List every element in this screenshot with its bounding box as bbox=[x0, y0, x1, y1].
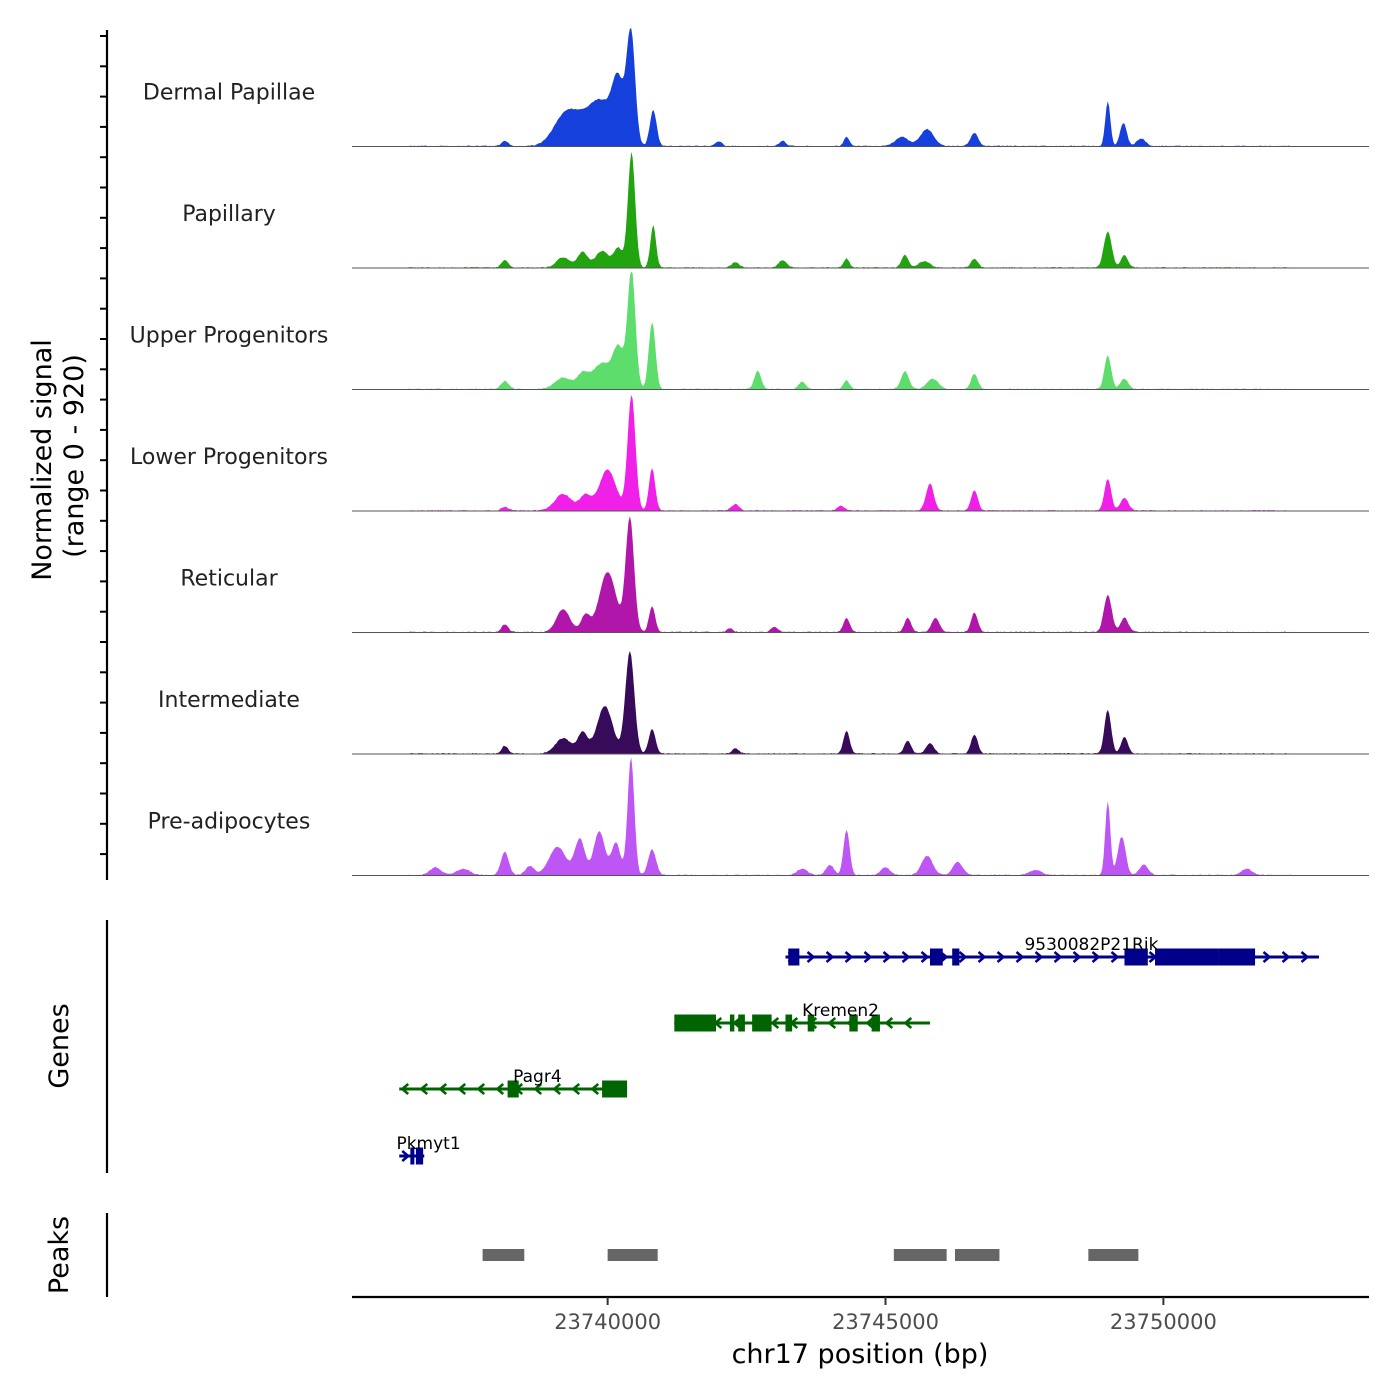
strand-arrow bbox=[977, 951, 987, 963]
strand-arrow bbox=[1262, 951, 1272, 963]
gene-label: Pagr4 bbox=[513, 1067, 562, 1087]
gene-exon bbox=[674, 1014, 717, 1032]
strand-arrow bbox=[571, 1083, 581, 1095]
track-label: Pre-adipocytes bbox=[148, 810, 311, 835]
gene-exon bbox=[1218, 948, 1256, 966]
strand-arrow bbox=[495, 1083, 505, 1095]
strand-arrow bbox=[1072, 951, 1082, 963]
gene-annotations: 9530082P21Rik Kremen2 Pagr4 Pkmyt1 bbox=[396, 935, 1319, 1165]
gene-label: 9530082P21Rik bbox=[1024, 935, 1158, 955]
strand-arrow bbox=[400, 1083, 410, 1095]
x-axis-title: chr17 position (bp) bbox=[732, 1339, 989, 1370]
strand-arrow bbox=[865, 1017, 875, 1029]
peak-region bbox=[607, 1249, 658, 1261]
track-label: Upper Progenitors bbox=[130, 324, 329, 349]
gene-exon bbox=[602, 1080, 628, 1098]
gene-exon bbox=[729, 1014, 735, 1032]
strand-arrow bbox=[1300, 951, 1310, 963]
coverage-area bbox=[407, 650, 1292, 754]
strand-arrow bbox=[419, 1083, 429, 1095]
strand-arrow bbox=[827, 1017, 837, 1029]
coverage-area bbox=[407, 151, 1292, 268]
strand-arrow bbox=[844, 951, 854, 963]
strand-arrow bbox=[770, 1017, 780, 1029]
track-label: Lower Progenitors bbox=[130, 445, 328, 470]
peak-region bbox=[1088, 1249, 1139, 1261]
strand-arrow bbox=[996, 951, 1006, 963]
track-areas bbox=[352, 28, 1369, 876]
gene-exon bbox=[849, 1014, 858, 1032]
gene-exon bbox=[738, 1014, 745, 1032]
strand-arrow bbox=[401, 1150, 411, 1162]
x-tick-label: 23740000 bbox=[554, 1310, 661, 1334]
gene-exon bbox=[752, 1014, 772, 1032]
gene-exon bbox=[410, 1147, 415, 1165]
gene-exon bbox=[807, 1014, 815, 1032]
x-axis-ticks: 23740000 23745000 23750000 bbox=[554, 1297, 1217, 1334]
strand-arrow bbox=[901, 951, 911, 963]
strand-arrow bbox=[438, 1083, 448, 1095]
coverage-area bbox=[407, 516, 1292, 633]
y-axis-range: (range 0 - 920) bbox=[59, 354, 90, 558]
peak-region bbox=[954, 1249, 1000, 1261]
track-label: Papillary bbox=[182, 202, 276, 227]
gene-exon bbox=[507, 1080, 519, 1098]
strand-arrow bbox=[825, 951, 835, 963]
track-label: Reticular bbox=[180, 567, 278, 592]
strand-arrow bbox=[1110, 951, 1120, 963]
gene-exon bbox=[785, 1014, 793, 1032]
coverage-area bbox=[407, 28, 1292, 147]
coverage-area bbox=[407, 757, 1292, 876]
gene-exon bbox=[788, 948, 800, 966]
x-tick-label: 23750000 bbox=[1110, 1310, 1217, 1334]
track-labels: Dermal Papillae Papillary Upper Progenitor… bbox=[130, 81, 329, 835]
track-label: Dermal Papillae bbox=[143, 81, 315, 106]
gene-exon bbox=[929, 948, 943, 966]
strand-arrow bbox=[806, 951, 816, 963]
coverage-y-ticks bbox=[100, 35, 107, 856]
strand-arrow bbox=[1091, 951, 1101, 963]
strand-arrow bbox=[1015, 951, 1025, 963]
strand-arrow bbox=[903, 1017, 913, 1029]
track-label: Intermediate bbox=[158, 688, 300, 713]
strand-arrow bbox=[1053, 951, 1063, 963]
genes-panel-title: Genes bbox=[44, 1003, 75, 1088]
x-tick-label: 23745000 bbox=[832, 1310, 939, 1334]
strand-arrow bbox=[457, 1083, 467, 1095]
strand-arrow bbox=[920, 951, 930, 963]
gene-label: Kremen2 bbox=[802, 1001, 879, 1021]
gene-exon bbox=[415, 1147, 424, 1165]
strand-arrow bbox=[533, 1083, 543, 1095]
strand-arrow bbox=[958, 951, 968, 963]
peak-region bbox=[482, 1249, 525, 1261]
gene-exon bbox=[1155, 948, 1219, 966]
strand-arrow bbox=[1034, 951, 1044, 963]
peak-region bbox=[893, 1249, 947, 1261]
gene-exon bbox=[871, 1014, 880, 1032]
strand-arrow bbox=[863, 951, 873, 963]
peak-regions bbox=[482, 1249, 1139, 1261]
gene-label: Pkmyt1 bbox=[396, 1134, 460, 1154]
strand-arrow bbox=[552, 1083, 562, 1095]
strand-arrow bbox=[884, 1017, 894, 1029]
gene-exon bbox=[1124, 948, 1148, 966]
coverage-area bbox=[407, 271, 1292, 390]
strand-arrow bbox=[882, 951, 892, 963]
strand-arrow bbox=[590, 1083, 600, 1095]
strand-arrow bbox=[1281, 951, 1291, 963]
strand-arrow bbox=[476, 1083, 486, 1095]
gene-exon bbox=[952, 948, 960, 966]
y-axis-title: Normalized signal bbox=[27, 339, 58, 581]
peaks-panel-title: Peaks bbox=[44, 1216, 75, 1294]
coverage-area bbox=[407, 395, 1292, 511]
